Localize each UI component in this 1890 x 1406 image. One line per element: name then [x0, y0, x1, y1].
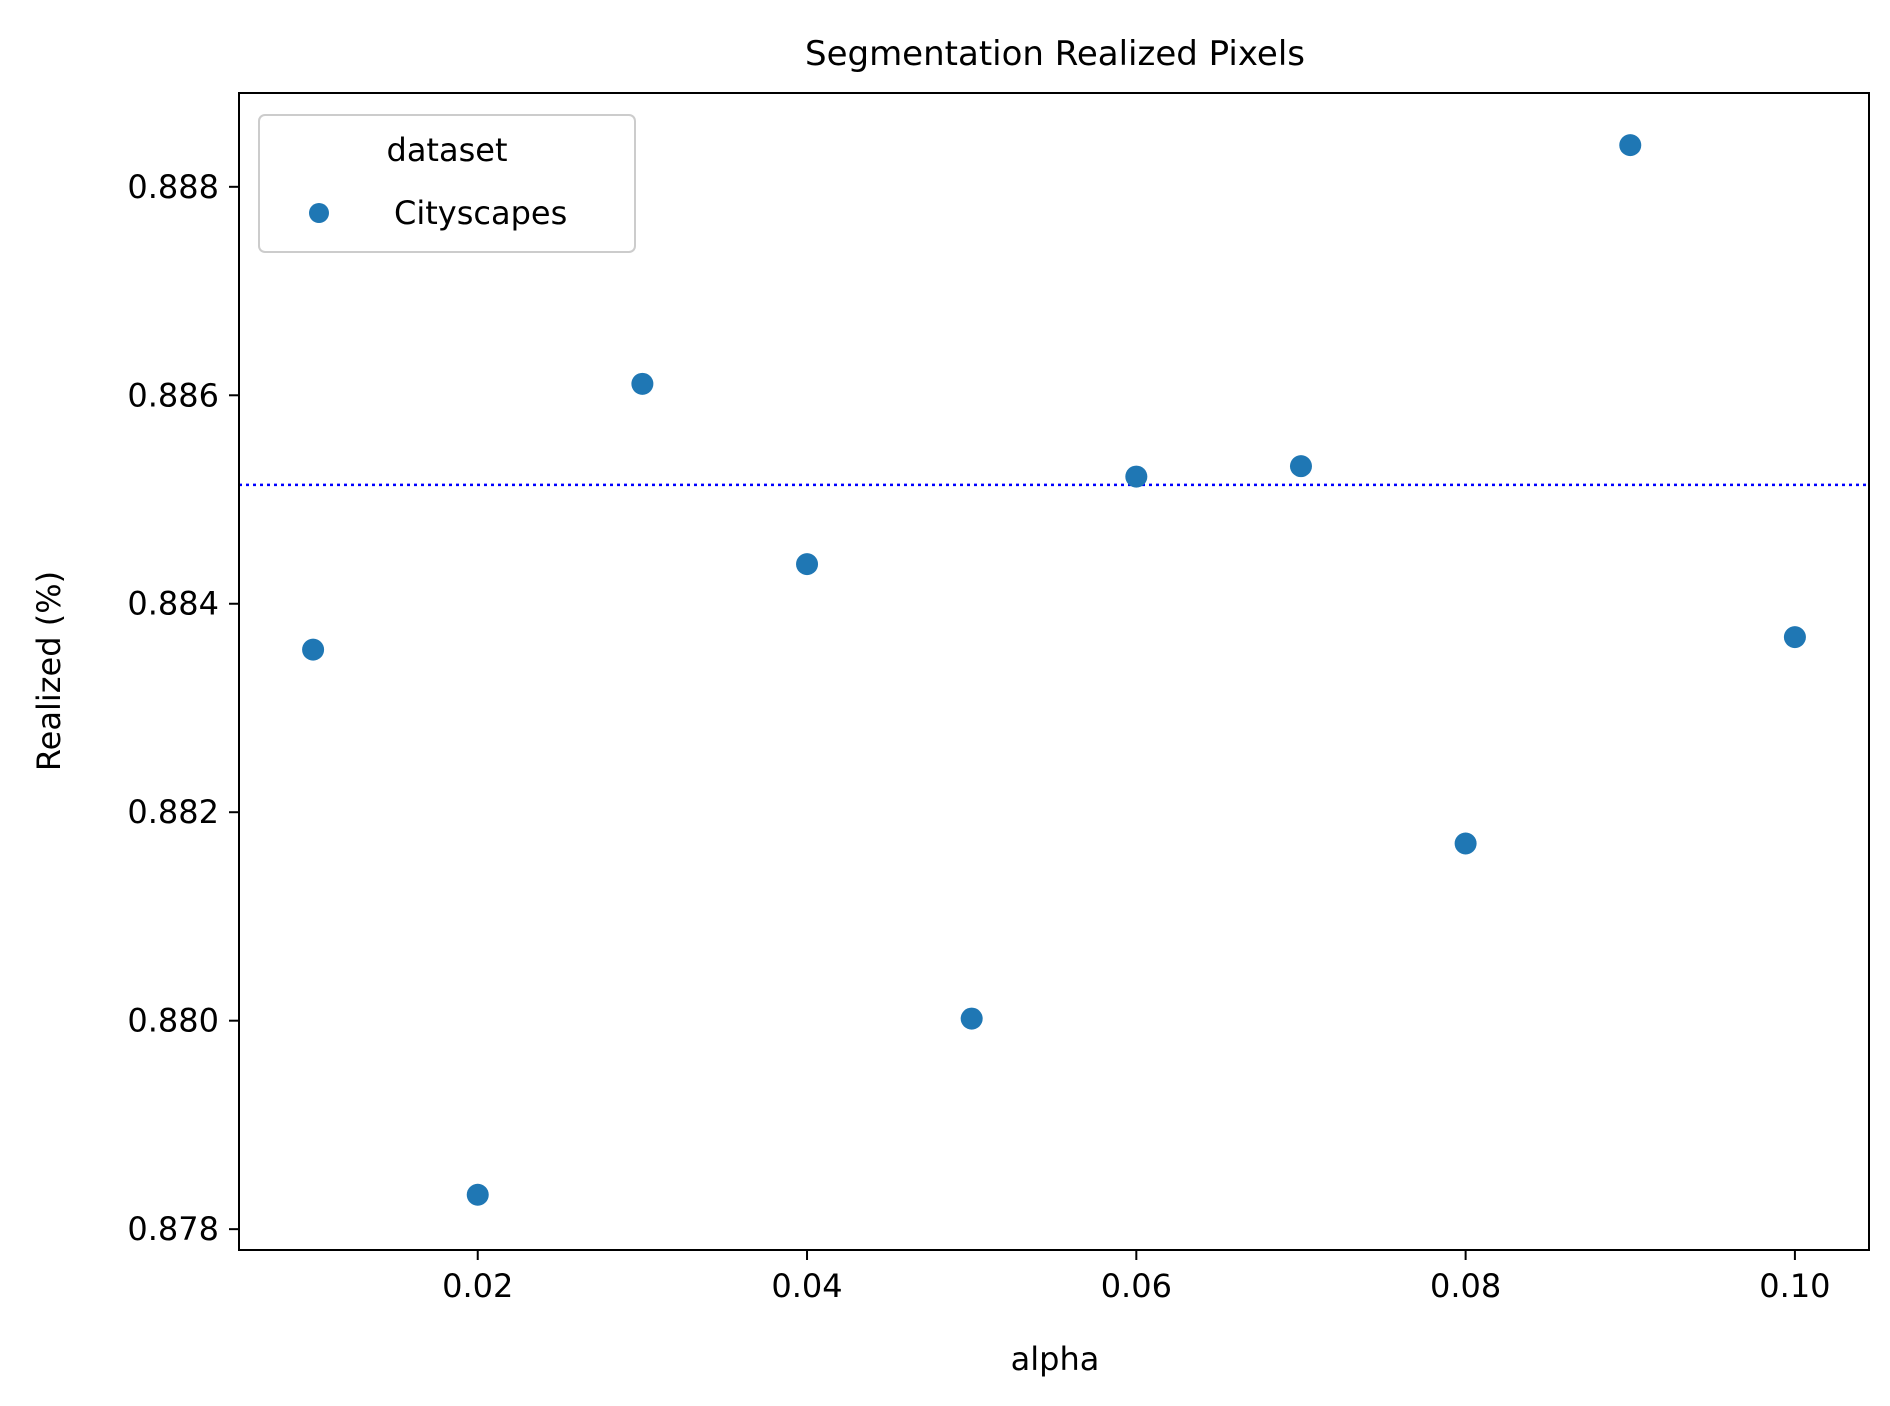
- legend-title: dataset: [387, 131, 508, 169]
- data-point-cityscapes-1: [302, 638, 325, 661]
- legend: dataset Cityscapes: [258, 114, 636, 253]
- data-point-cityscapes-10: [1783, 626, 1806, 649]
- legend-marker-cityscapes: [309, 203, 329, 223]
- x-tick-label: 0.10: [1759, 1267, 1830, 1305]
- legend-label-cityscapes: Cityscapes: [394, 194, 567, 232]
- y-axis-label: Realized (%): [30, 571, 68, 771]
- plot-area: [239, 134, 1869, 1206]
- x-axis: 0.02 0.04 0.06 0.08 0.10: [442, 1250, 1831, 1305]
- data-point-cityscapes-5: [960, 1007, 983, 1030]
- x-tick-label: 0.02: [442, 1267, 513, 1305]
- y-tick-label: 0.886: [127, 376, 219, 414]
- y-axis: 0.878 0.880 0.882 0.884 0.886 0.888: [127, 168, 239, 1248]
- data-point-cityscapes-4: [796, 553, 819, 576]
- data-point-cityscapes-8: [1454, 832, 1477, 855]
- x-tick-label: 0.08: [1430, 1267, 1501, 1305]
- x-axis-label: alpha: [1011, 1340, 1100, 1378]
- y-tick-label: 0.884: [127, 585, 219, 623]
- y-tick-label: 0.888: [127, 168, 219, 206]
- x-tick-label: 0.04: [771, 1267, 842, 1305]
- data-point-cityscapes-9: [1619, 134, 1642, 157]
- chart-title: Segmentation Realized Pixels: [805, 34, 1305, 74]
- y-tick-label: 0.880: [127, 1002, 219, 1040]
- y-tick-label: 0.882: [127, 793, 219, 831]
- y-tick-label: 0.878: [127, 1210, 219, 1248]
- legend-box: [258, 114, 636, 253]
- data-point-cityscapes-2: [466, 1183, 489, 1206]
- data-point-cityscapes-3: [631, 372, 654, 395]
- data-point-cityscapes-6: [1125, 465, 1148, 488]
- plot-frame: [238, 92, 1870, 1251]
- data-point-cityscapes-7: [1289, 455, 1312, 478]
- x-tick-label: 0.06: [1101, 1267, 1172, 1305]
